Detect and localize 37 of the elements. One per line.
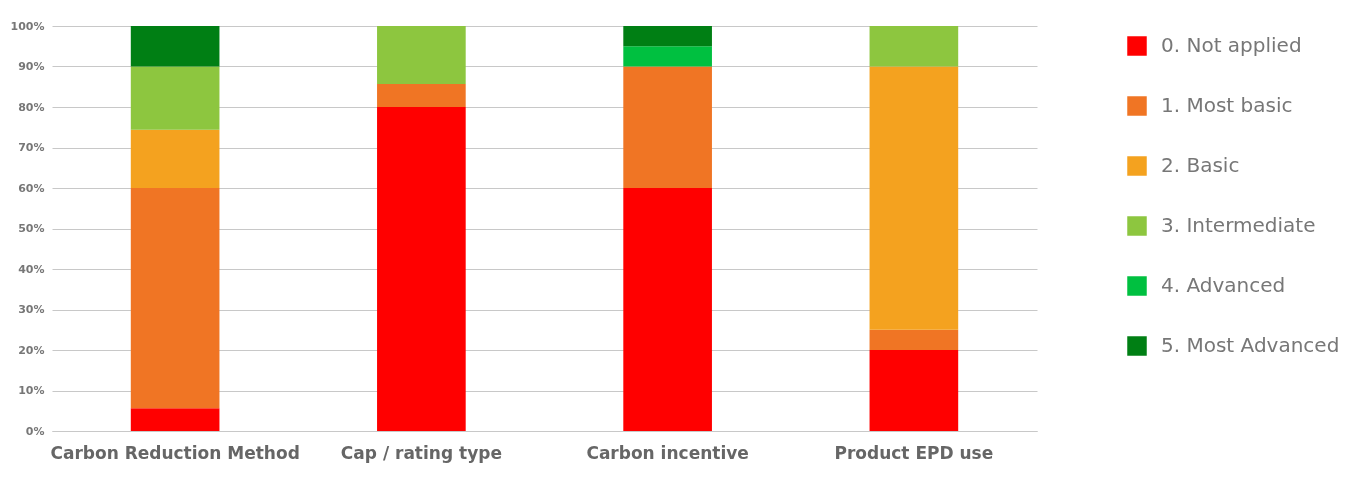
legend-label: 4. Advanced <box>1161 273 1286 297</box>
bar <box>130 188 220 409</box>
bar <box>623 188 712 431</box>
bar <box>869 26 959 67</box>
bar <box>130 408 220 431</box>
legend-label: 0. Not applied <box>1161 33 1302 57</box>
bar <box>623 46 712 67</box>
y-tick-label: 40% <box>18 262 45 276</box>
bar <box>623 26 712 47</box>
bar <box>130 66 220 130</box>
y-tick-label: 70% <box>18 141 45 154</box>
x-tick-label: Carbon Reduction Method <box>50 442 300 463</box>
bar <box>377 26 466 84</box>
bar <box>377 107 466 431</box>
y-tick-label: 30% <box>18 303 45 316</box>
bar <box>869 350 959 431</box>
bar <box>130 26 220 67</box>
y-tick-label: 10% <box>18 384 45 397</box>
bar <box>623 66 712 188</box>
y-tick-label: 20% <box>18 343 45 357</box>
x-tick-label: Carbon incentive <box>586 442 749 463</box>
y-tick-label: 50% <box>18 222 45 235</box>
y-tick-label: 90% <box>18 60 45 73</box>
x-tick-label: Product EPD use <box>834 442 994 463</box>
bar <box>869 66 959 330</box>
legend-label: 1. Most basic <box>1161 93 1293 117</box>
bar <box>130 129 220 188</box>
legend-label: 2. Basic <box>1161 153 1240 177</box>
y-tick-label: 0% <box>25 424 45 438</box>
legend-label: 3. Intermediate <box>1161 213 1316 237</box>
legend-label: 5. Most Advanced <box>1161 333 1340 357</box>
y-tick-label: 60% <box>18 181 45 195</box>
y-tick-label: 100% <box>10 19 45 33</box>
y-tick-label: 80% <box>18 100 45 114</box>
bar <box>377 83 466 107</box>
bar <box>869 329 959 350</box>
x-tick-label: Cap / rating type <box>340 442 502 463</box>
